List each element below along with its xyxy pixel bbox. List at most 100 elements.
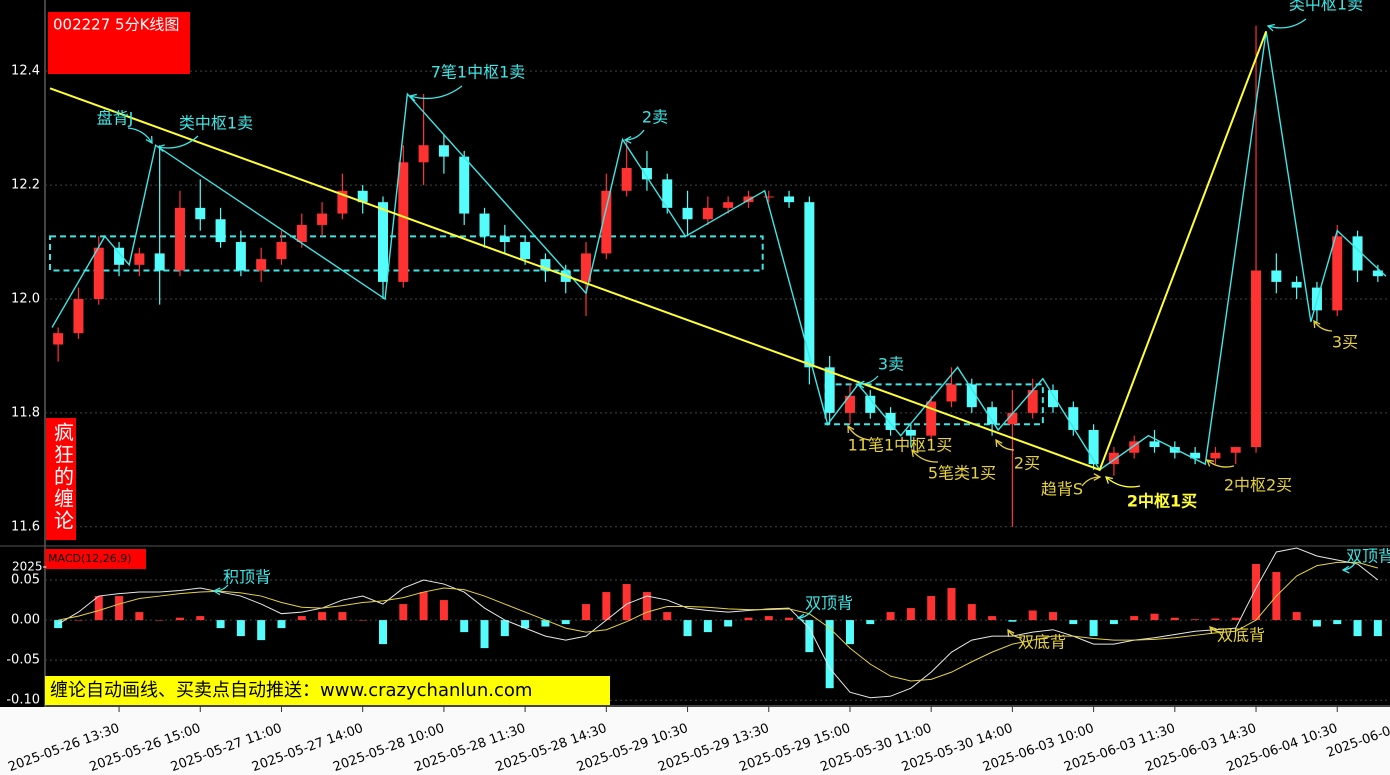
candle-body [1230,447,1241,453]
arrow [911,449,939,463]
candle-body [154,253,165,271]
y-tick-label: 11.8 [11,405,40,420]
y-tick-label: 0.05 [11,573,40,588]
candle-body [1169,447,1180,453]
macd-bar [94,596,103,621]
candle-body [499,236,510,243]
macd-bar [947,588,956,621]
macd-bar [764,616,773,621]
macd-bar [480,620,489,649]
candle-body [53,333,64,345]
candle-body [134,253,145,265]
arrow-head [145,135,153,145]
price-panel: 11.6 11.8 12.0 12.2 12.4 盘背J 类中枢1卖 7笔1中枢1卖 2卖 3卖 类… [11,0,1390,534]
side-label-box [46,418,76,540]
y-tick-label: -0.10 [6,693,40,708]
macd-bar [135,612,144,621]
macd-bar [724,620,733,627]
candle-body [824,367,835,413]
macd-bar [906,608,915,621]
macd-bar [1252,564,1261,621]
side-label: 疯狂的缠论 [51,422,75,532]
macd-bar [561,620,570,625]
banner: 缠论自动画线、买卖点自动推送：www.crazychanlun.com [50,680,532,701]
annotation: 双顶背 [805,594,853,613]
y-tick-label: 12.2 [11,178,40,193]
macd-bar [379,620,387,645]
macd-bar [1191,619,1200,621]
macd-bar [1008,620,1017,622]
arrow-head [408,93,417,102]
candle-body [885,412,896,430]
annotation: 5笔类1买 [928,464,996,483]
macd-bar [399,604,408,621]
candle-body [804,202,815,368]
macd-bar [175,617,184,621]
macd-bar [521,620,530,629]
macd-bar [439,600,448,621]
candle-body [93,247,104,299]
arrow-head [1266,23,1275,32]
candle-body [1088,429,1099,465]
candle-body [966,384,977,408]
macd-bar [1049,612,1057,621]
y-tick-label: -0.05 [6,653,40,668]
arrow-head [1313,319,1321,329]
macd-bar [1089,620,1098,637]
macd-bar [1170,617,1179,621]
candle-body [641,167,652,180]
arrow [1081,476,1101,487]
annotation: 3卖 [878,355,904,374]
annotation: 盘背J [97,109,134,128]
candle-body [784,196,795,203]
arrow [847,425,871,441]
arrow [1267,18,1307,29]
arrow-head [796,613,805,622]
macd-bar [74,620,83,621]
candle-body [296,224,307,243]
y-tick-label: 0.00 [11,613,40,628]
y-tick-label: 11.6 [11,519,40,534]
macd-bar [1312,620,1321,627]
annotation: 双顶背 [1346,547,1390,566]
candle-body [1129,441,1140,453]
annotation: 类中枢1卖 [1289,0,1363,14]
candle-body [1372,270,1383,277]
arrow [1313,320,1333,332]
arrow-head [911,448,919,458]
macd-bar [663,612,672,621]
macd-bar [1109,620,1118,625]
arrow-head [212,587,221,596]
banner-box [45,676,610,705]
macd-bar [866,620,875,625]
candle-body [195,207,206,220]
macd-bar [927,596,936,621]
arrow-head [623,135,632,144]
macd-line [58,561,1378,682]
macd-bar [1211,618,1220,621]
candle-body [621,167,632,191]
candle-body [378,202,388,282]
macd-bar [216,620,225,629]
candle-body [256,259,267,271]
arrow [995,439,1015,451]
annotation: 2卖 [642,108,668,127]
candle-body [1007,412,1018,425]
macd-bar [642,592,651,621]
candle-body [540,259,551,271]
macd-bar [1069,620,1078,625]
macd-bar [1292,612,1301,621]
candle-body [276,242,287,260]
macd-bar [338,612,347,621]
candle-body [1352,236,1363,271]
macd-bar [602,592,611,621]
candle-body [1251,270,1262,448]
candle-body [114,247,125,265]
candle-body [1108,452,1119,465]
arrow-head [1205,459,1214,467]
candle-body [844,395,855,413]
candle-body [682,207,693,220]
annotation: 2买 [1014,454,1040,473]
macd-bar [419,592,428,621]
macd-title: MACD(12,26,9) [48,552,132,565]
